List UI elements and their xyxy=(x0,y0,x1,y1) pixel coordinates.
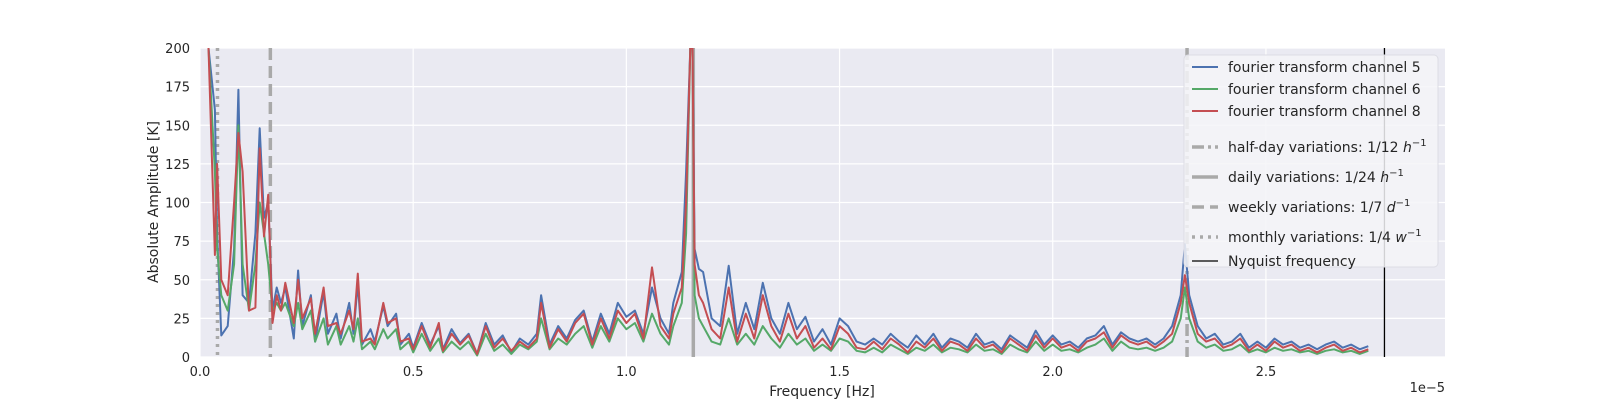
legend-label-series-2: fourier transform channel 8 xyxy=(1228,104,1421,120)
y-tick-labels: 0 25 50 75 100 125 150 175 200 xyxy=(165,42,190,366)
legend-label-reference-3: monthly variations: 1/4 w−1 xyxy=(1228,228,1422,246)
legend-label-text: monthly variations: 1/4 xyxy=(1228,230,1395,246)
y-axis-label: Absolute Amplitude [K] xyxy=(146,121,162,283)
legend-box xyxy=(1183,54,1439,268)
legend-label-exponent: −1 xyxy=(1396,198,1411,209)
y-tick-label-8: 200 xyxy=(165,42,190,57)
legend-label-series-0: fourier transform channel 5 xyxy=(1228,60,1421,76)
x-tick-label-5: 2.5 xyxy=(1256,365,1277,380)
legend-label-exponent: −1 xyxy=(1412,138,1427,149)
legend-label-text: half-day variations: 1/12 xyxy=(1228,140,1403,156)
x-tick-labels: 0.0 0.5 1.0 1.5 2.0 2.5 xyxy=(190,365,1277,380)
legend: fourier transform channel 5 fourier trans… xyxy=(1183,54,1439,270)
y-tick-label-1: 25 xyxy=(173,312,190,327)
x-tick-label-1: 0.5 xyxy=(403,365,424,380)
series-line-2 xyxy=(207,48,1369,355)
series-lines xyxy=(207,48,1369,357)
legend-label-text: daily variations: 1/24 xyxy=(1228,170,1380,186)
y-tick-label-2: 50 xyxy=(173,274,190,289)
legend-label-reference-1: daily variations: 1/24 h−1 xyxy=(1228,168,1404,186)
legend-label-nyquist: Nyquist frequency xyxy=(1228,254,1356,270)
series-line-1 xyxy=(207,48,1369,357)
series-line-0 xyxy=(207,48,1369,355)
y-tick-label-4: 100 xyxy=(165,197,190,212)
x-offset-label: 1e−5 xyxy=(1410,381,1445,396)
x-tick-label-3: 1.5 xyxy=(829,365,850,380)
y-tick-label-3: 75 xyxy=(173,235,190,250)
y-tick-label-0: 0 xyxy=(182,351,190,366)
legend-label-exponent: −1 xyxy=(1389,168,1404,179)
legend-label-series-1: fourier transform channel 6 xyxy=(1228,82,1421,98)
y-tick-label-6: 150 xyxy=(165,119,190,134)
legend-label-exponent: −1 xyxy=(1407,228,1422,239)
x-tick-label-2: 1.0 xyxy=(616,365,637,380)
legend-label-unit: h xyxy=(1380,170,1389,186)
x-tick-label-4: 2.0 xyxy=(1042,365,1063,380)
legend-label-reference-0: half-day variations: 1/12 h−1 xyxy=(1228,138,1427,156)
legend-label-unit: h xyxy=(1403,140,1412,156)
x-axis-label: Frequency [Hz] xyxy=(769,384,875,400)
x-tick-label-0: 0.0 xyxy=(190,365,211,380)
y-tick-label-7: 175 xyxy=(165,81,190,96)
legend-label-text: weekly variations: 1/7 xyxy=(1228,200,1387,216)
legend-label-unit: d xyxy=(1387,200,1396,216)
y-tick-label-5: 125 xyxy=(165,158,190,173)
legend-label-reference-2: weekly variations: 1/7 d−1 xyxy=(1228,198,1410,216)
legend-label-unit: w xyxy=(1395,230,1407,246)
